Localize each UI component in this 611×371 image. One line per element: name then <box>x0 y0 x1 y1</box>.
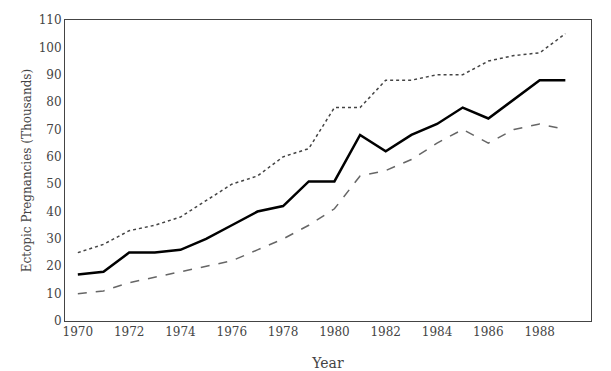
svg-text:20: 20 <box>46 259 61 273</box>
svg-text:1970: 1970 <box>63 325 94 339</box>
svg-text:1974: 1974 <box>165 325 196 339</box>
svg-text:110: 110 <box>39 13 62 27</box>
svg-text:1980: 1980 <box>319 325 350 339</box>
svg-text:50: 50 <box>46 177 61 191</box>
svg-text:80: 80 <box>46 95 61 109</box>
svg-text:1982: 1982 <box>370 325 401 339</box>
svg-text:Year: Year <box>311 355 344 371</box>
svg-text:30: 30 <box>46 232 61 246</box>
svg-text:1972: 1972 <box>114 325 145 339</box>
svg-text:1976: 1976 <box>217 325 248 339</box>
svg-text:60: 60 <box>46 150 61 164</box>
svg-text:1988: 1988 <box>524 325 555 339</box>
svg-text:10: 10 <box>46 287 61 301</box>
svg-text:90: 90 <box>46 68 61 82</box>
svg-text:1984: 1984 <box>422 325 453 339</box>
svg-text:40: 40 <box>46 205 61 219</box>
svg-text:Ectopic Pregnancies (Thousands: Ectopic Pregnancies (Thousands) <box>20 69 34 272</box>
svg-text:1986: 1986 <box>473 325 504 339</box>
svg-text:1978: 1978 <box>268 325 299 339</box>
svg-text:0: 0 <box>54 314 62 328</box>
svg-text:70: 70 <box>46 123 61 137</box>
svg-text:100: 100 <box>39 41 62 55</box>
